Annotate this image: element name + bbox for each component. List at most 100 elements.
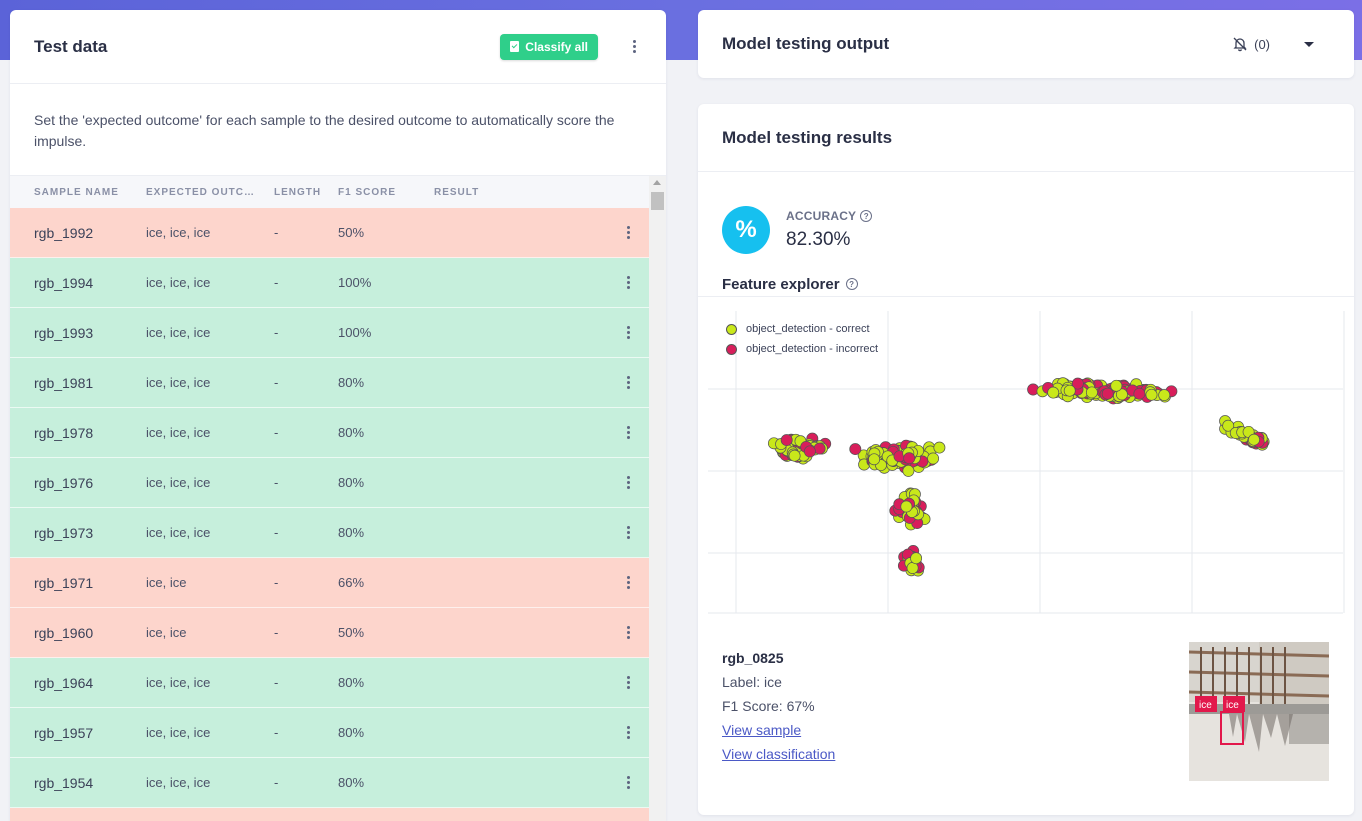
expected-outcome-cell: ice, ice, ice [146, 325, 211, 340]
sample-name-cell: rgb_1976 [34, 474, 94, 491]
table-row[interactable]: rgb_1954 ice, ice, ice - 80% [10, 758, 649, 808]
view-sample-link[interactable]: View sample [722, 722, 802, 738]
row-more-options-icon[interactable] [620, 574, 636, 592]
sample-thumbnail[interactable]: ice ice [1189, 642, 1329, 781]
table-row[interactable] [10, 808, 649, 821]
classify-all-button[interactable]: Classify all [500, 33, 598, 60]
column-length[interactable]: LENGTH [274, 186, 322, 198]
point-incorrect[interactable] [849, 443, 862, 456]
notification-count: (0) [1254, 36, 1270, 52]
point-correct[interactable] [900, 500, 913, 513]
point-incorrect[interactable] [903, 452, 916, 465]
table-row[interactable]: rgb_1993 ice, ice, ice - 100% [10, 308, 649, 358]
table-row[interactable]: rgb_1971 ice, ice - 66% [10, 558, 649, 608]
row-more-options-icon[interactable] [620, 424, 636, 442]
point-incorrect[interactable] [1071, 377, 1084, 390]
accuracy-block: % ACCURACY ? 82.30% [698, 172, 1354, 266]
sample-name-cell: rgb_1960 [34, 624, 94, 641]
point-correct[interactable] [933, 441, 946, 454]
table-row[interactable]: rgb_1964 ice, ice, ice - 80% [10, 658, 649, 708]
point-correct[interactable] [902, 464, 915, 477]
point-correct[interactable] [910, 552, 923, 565]
expected-outcome-cell: ice, ice, ice [146, 725, 211, 740]
notifications-toggle[interactable]: (0) [1232, 36, 1270, 52]
point-correct[interactable] [1063, 384, 1076, 397]
table-row[interactable]: rgb_1992 ice, ice, ice - 50% [10, 208, 649, 258]
table-row[interactable]: rgb_1957 ice, ice, ice - 80% [10, 708, 649, 758]
sample-name-cell: rgb_1971 [34, 574, 94, 591]
f1-score-cell: 100% [338, 325, 372, 340]
feature-explorer-help-icon[interactable]: ? [845, 278, 858, 290]
length-cell: - [274, 275, 279, 290]
point-incorrect[interactable] [1133, 387, 1146, 400]
classify-all-label: Classify all [525, 39, 588, 54]
point-incorrect[interactable] [1101, 387, 1114, 400]
accuracy-help-icon[interactable]: ? [860, 210, 873, 222]
row-more-options-icon[interactable] [620, 774, 636, 792]
row-more-options-icon[interactable] [620, 324, 636, 342]
point-correct[interactable] [927, 452, 940, 465]
page-title: Test data [34, 36, 108, 56]
row-more-options-icon[interactable] [620, 624, 636, 642]
f1-score-cell: 80% [338, 425, 365, 440]
row-menu-cell [608, 324, 648, 342]
point-correct[interactable] [1085, 386, 1098, 399]
accuracy-label: ACCURACY [786, 209, 857, 223]
selected-sample-label: Label: ice [722, 674, 782, 690]
row-more-options-icon[interactable] [620, 524, 636, 542]
f1-score-cell: 80% [338, 375, 365, 390]
row-more-options-icon[interactable] [620, 374, 636, 392]
row-more-options-icon[interactable] [620, 724, 636, 742]
point-correct[interactable] [1145, 388, 1158, 401]
box-label-1: ice [1199, 700, 1212, 711]
row-more-options-icon[interactable] [620, 224, 636, 242]
point-incorrect[interactable] [780, 434, 793, 447]
table-row[interactable]: rgb_1973 ice, ice, ice - 80% [10, 508, 649, 558]
f1-score-cell: 50% [338, 225, 365, 240]
expand-caret-icon[interactable] [1304, 41, 1314, 47]
column-f1-score[interactable]: F1 SCORE [338, 186, 397, 198]
legend-label-correct: object_detection - correct [746, 323, 870, 335]
point-correct[interactable] [1222, 419, 1235, 432]
column-result[interactable]: RESULT [434, 186, 480, 198]
box-label-2: ice [1226, 700, 1239, 711]
more-options-icon[interactable] [626, 38, 642, 56]
point-correct[interactable] [1047, 386, 1060, 399]
f1-score-cell: 80% [338, 675, 365, 690]
table-row[interactable]: rgb_1981 ice, ice, ice - 80% [10, 358, 649, 408]
table-row[interactable]: rgb_1994 ice, ice, ice - 100% [10, 258, 649, 308]
row-more-options-icon[interactable] [620, 674, 636, 692]
expected-outcome-cell: ice, ice, ice [146, 375, 211, 390]
scatter-plot[interactable] [698, 297, 1354, 615]
row-more-options-icon[interactable] [620, 474, 636, 492]
point-correct[interactable] [1158, 389, 1171, 402]
point-correct[interactable] [1248, 433, 1260, 446]
length-cell: - [274, 375, 279, 390]
legend-item-correct[interactable]: object_detection - correct [726, 319, 878, 339]
table-scrollbar[interactable] [649, 176, 666, 821]
point-incorrect[interactable] [803, 445, 816, 458]
point-correct[interactable] [1115, 388, 1128, 401]
output-title: Model testing output [722, 34, 890, 53]
legend-item-incorrect[interactable]: object_detection - incorrect [726, 339, 878, 359]
feature-explorer-heading: Feature explorer ? [698, 266, 1354, 296]
table-row[interactable]: rgb_1976 ice, ice, ice - 80% [10, 458, 649, 508]
feature-explorer-title: Feature explorer [722, 275, 840, 293]
column-sample-name[interactable]: SAMPLE NAME [34, 186, 119, 198]
f1-score-cell: 80% [338, 725, 365, 740]
feature-explorer-chart[interactable]: object_detection - correct object_detect… [698, 297, 1354, 615]
point-correct[interactable] [1110, 379, 1123, 392]
table-row[interactable]: rgb_1960 ice, ice - 50% [10, 608, 649, 658]
scroll-thumb[interactable] [651, 192, 664, 210]
point-correct[interactable] [868, 453, 881, 466]
view-classification-link[interactable]: View classification [722, 746, 836, 762]
table-row[interactable]: rgb_1978 ice, ice, ice - 80% [10, 408, 649, 458]
f1-score-cell: 66% [338, 575, 365, 590]
divider [698, 296, 1354, 297]
row-menu-cell [608, 524, 648, 542]
sample-name-cell: rgb_1981 [34, 374, 94, 391]
row-more-options-icon[interactable] [620, 274, 636, 292]
column-expected-outcome[interactable]: EXPECTED OUTC… [146, 186, 256, 198]
scroll-up-arrow-icon[interactable] [653, 180, 661, 185]
point-correct[interactable] [788, 449, 801, 462]
